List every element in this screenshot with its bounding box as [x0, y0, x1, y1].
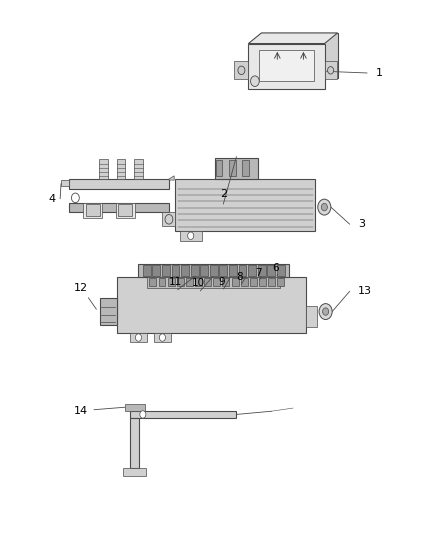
- Polygon shape: [130, 411, 237, 418]
- Polygon shape: [130, 418, 139, 468]
- Polygon shape: [100, 298, 117, 325]
- Polygon shape: [159, 278, 166, 286]
- Polygon shape: [325, 61, 337, 79]
- Text: 6: 6: [272, 263, 279, 273]
- Polygon shape: [223, 278, 230, 286]
- Text: 4: 4: [49, 193, 56, 204]
- Polygon shape: [248, 44, 325, 88]
- Circle shape: [135, 334, 141, 341]
- Circle shape: [319, 304, 332, 319]
- Polygon shape: [234, 61, 248, 79]
- Polygon shape: [169, 176, 174, 180]
- Text: 9: 9: [219, 277, 226, 287]
- Polygon shape: [134, 159, 143, 179]
- Polygon shape: [215, 158, 258, 179]
- Circle shape: [165, 215, 173, 224]
- Circle shape: [328, 67, 334, 74]
- Polygon shape: [210, 265, 218, 276]
- Polygon shape: [213, 278, 220, 286]
- Polygon shape: [123, 468, 146, 476]
- Polygon shape: [149, 278, 156, 286]
- Polygon shape: [116, 203, 135, 217]
- Polygon shape: [219, 265, 227, 276]
- Circle shape: [322, 308, 328, 316]
- Polygon shape: [242, 160, 249, 176]
- Polygon shape: [259, 51, 314, 80]
- Circle shape: [159, 334, 166, 341]
- Circle shape: [140, 411, 146, 418]
- Polygon shape: [191, 265, 198, 276]
- Polygon shape: [99, 159, 108, 179]
- Polygon shape: [125, 405, 145, 411]
- Polygon shape: [181, 265, 189, 276]
- Text: 3: 3: [358, 219, 365, 229]
- Polygon shape: [61, 180, 69, 187]
- Polygon shape: [162, 265, 170, 276]
- Polygon shape: [186, 278, 193, 286]
- Polygon shape: [83, 203, 102, 217]
- Polygon shape: [176, 179, 315, 231]
- Polygon shape: [229, 265, 237, 276]
- Polygon shape: [258, 265, 265, 276]
- Polygon shape: [195, 278, 202, 286]
- Polygon shape: [143, 265, 151, 276]
- Text: 11: 11: [169, 277, 182, 287]
- Text: 12: 12: [74, 282, 96, 309]
- Polygon shape: [267, 265, 275, 276]
- Circle shape: [71, 193, 79, 203]
- Polygon shape: [177, 278, 184, 286]
- Polygon shape: [117, 277, 306, 333]
- Polygon shape: [215, 160, 223, 176]
- Circle shape: [238, 66, 245, 75]
- Text: 8: 8: [237, 272, 243, 282]
- Polygon shape: [117, 159, 125, 179]
- Polygon shape: [168, 278, 175, 286]
- Polygon shape: [118, 205, 132, 216]
- Polygon shape: [152, 265, 160, 276]
- Circle shape: [187, 232, 194, 239]
- Polygon shape: [172, 265, 180, 276]
- Circle shape: [321, 204, 327, 211]
- Polygon shape: [154, 333, 171, 342]
- Polygon shape: [162, 213, 176, 225]
- Polygon shape: [147, 277, 280, 288]
- Text: 14: 14: [74, 406, 125, 416]
- Polygon shape: [239, 265, 247, 276]
- Polygon shape: [261, 33, 338, 78]
- Text: 2: 2: [220, 189, 227, 199]
- Polygon shape: [69, 179, 169, 189]
- Polygon shape: [204, 278, 211, 286]
- Polygon shape: [268, 278, 275, 286]
- Polygon shape: [277, 278, 284, 286]
- Circle shape: [251, 76, 259, 86]
- Polygon shape: [248, 265, 256, 276]
- Polygon shape: [86, 205, 100, 216]
- Polygon shape: [259, 278, 266, 286]
- Text: 10: 10: [192, 278, 205, 288]
- Polygon shape: [277, 265, 285, 276]
- Polygon shape: [130, 333, 147, 342]
- Polygon shape: [180, 231, 201, 240]
- Text: 13: 13: [358, 286, 372, 296]
- Polygon shape: [306, 306, 317, 327]
- Polygon shape: [232, 278, 239, 286]
- Polygon shape: [241, 278, 248, 286]
- Circle shape: [318, 199, 331, 215]
- Polygon shape: [138, 264, 289, 277]
- Polygon shape: [229, 160, 236, 176]
- Text: 1: 1: [376, 68, 383, 78]
- Text: 7: 7: [255, 268, 261, 278]
- Polygon shape: [200, 265, 208, 276]
- Polygon shape: [250, 278, 257, 286]
- Polygon shape: [69, 203, 169, 213]
- Polygon shape: [248, 33, 338, 44]
